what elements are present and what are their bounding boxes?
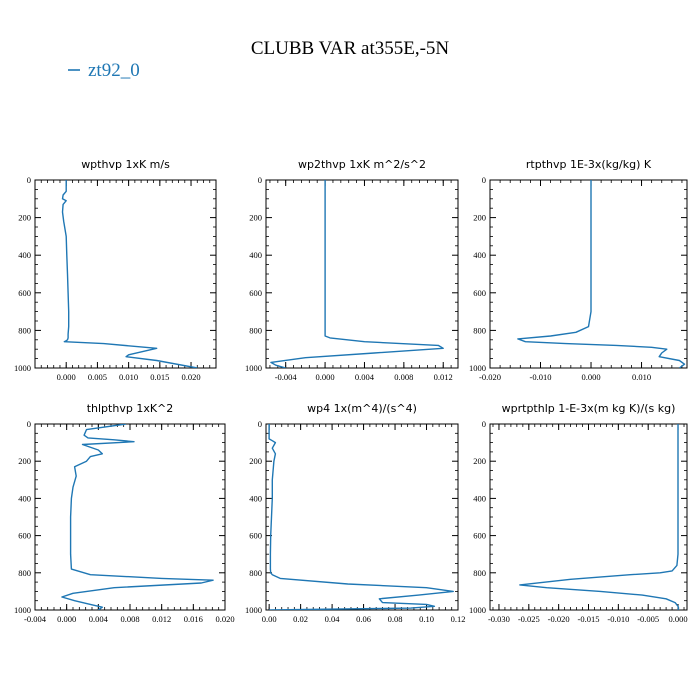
x-tick-label: 0.10 — [419, 614, 434, 624]
y-tick-label: 200 — [473, 213, 486, 223]
x-tick-label: 0.02 — [293, 614, 308, 624]
series-line-zt92-0 — [270, 180, 444, 368]
x-tick-label: 0.008 — [120, 614, 139, 624]
x-tick-label: -0.015 — [578, 614, 600, 624]
y-tick-label: 200 — [249, 456, 262, 466]
x-tick-label: 0.12 — [451, 614, 466, 624]
y-tick-label: 1000 — [469, 363, 486, 373]
x-tick-label: -0.004 — [275, 372, 298, 382]
x-tick-label: 0.000 — [581, 372, 600, 382]
x-tick-label: 0.020 — [215, 614, 234, 624]
y-tick-label: 600 — [249, 531, 262, 541]
x-tick-label: 0.000 — [57, 372, 76, 382]
x-tick-label: 0.005 — [88, 372, 107, 382]
x-tick-label: 0.000 — [57, 614, 76, 624]
y-tick-label: 0 — [258, 419, 262, 429]
y-tick-label: 800 — [18, 325, 31, 335]
subplot-title: wprtpthlp 1-E-3x(m kg K)/(s kg) — [502, 402, 676, 415]
y-tick-label: 1000 — [14, 363, 31, 373]
y-tick-label: 400 — [18, 493, 31, 503]
y-tick-label: 600 — [18, 531, 31, 541]
series-line-zt92-0 — [519, 424, 680, 610]
x-tick-label: -0.025 — [518, 614, 540, 624]
x-tick-label: 0.010 — [632, 372, 651, 382]
x-tick-label: -0.010 — [530, 372, 552, 382]
y-tick-label: 400 — [473, 250, 486, 260]
series-line-zt92-0 — [61, 424, 214, 610]
x-tick-label: 0.020 — [181, 372, 200, 382]
x-tick-label: 0.004 — [89, 614, 109, 624]
series-line-zt92-0 — [517, 180, 686, 368]
y-tick-label: 400 — [249, 250, 262, 260]
x-tick-label: 0.012 — [434, 372, 453, 382]
y-tick-label: 800 — [249, 568, 262, 578]
x-tick-label: -0.020 — [548, 614, 570, 624]
y-tick-label: 600 — [249, 288, 262, 298]
subplot-6: wprtpthlp 1-E-3x(m kg K)/(s kg) 0 200 400 60… — [469, 402, 688, 624]
y-tick-label: 0 — [482, 175, 486, 185]
subplot-title: rtpthvp 1E-3x(kg/kg) K — [526, 158, 652, 171]
y-tick-label: 400 — [249, 493, 262, 503]
x-tick-label: -0.020 — [479, 372, 501, 382]
x-tick-label: 0.000 — [668, 614, 687, 624]
y-tick-label: 400 — [18, 250, 31, 260]
y-tick-label: 200 — [473, 456, 486, 466]
y-tick-label: 600 — [473, 531, 486, 541]
y-tick-label: 200 — [18, 456, 31, 466]
y-tick-label: 0 — [258, 175, 262, 185]
x-tick-label: -0.030 — [488, 614, 510, 624]
y-tick-label: 200 — [18, 213, 31, 223]
y-tick-label: 600 — [18, 288, 31, 298]
subplot-2: wp2thvp 1xK m^2/s^2 0 200 400 600 800 1000 -0.0… — [245, 158, 459, 382]
subplot-1: wpthvp 1xK m/s 0 200 400 600 800 1000 0.000 0.00… — [14, 158, 217, 382]
legend: zt92_0 — [68, 60, 140, 81]
y-tick-label: 600 — [473, 288, 486, 298]
x-tick-label: 0.008 — [394, 372, 413, 382]
x-tick-label: -0.010 — [607, 614, 629, 624]
series-line-zt92-0 — [61, 180, 198, 368]
x-tick-label: 0.06 — [356, 614, 371, 624]
x-tick-label: 0.015 — [150, 372, 169, 382]
y-tick-label: 1000 — [245, 363, 262, 373]
x-tick-label: -0.005 — [637, 614, 659, 624]
x-tick-label: 0.012 — [152, 614, 171, 624]
plot-frame — [265, 179, 459, 369]
x-tick-label: 0.08 — [388, 614, 403, 624]
x-tick-label: -0.004 — [24, 614, 47, 624]
y-tick-label: 800 — [473, 568, 486, 578]
y-tick-label: 400 — [473, 493, 486, 503]
x-tick-label: 0.000 — [316, 372, 335, 382]
y-tick-label: 0 — [482, 419, 486, 429]
y-tick-label: 0 — [27, 419, 31, 429]
figure-title: CLUBB VAR at355E,-5N — [251, 38, 450, 59]
subplot-title: wp2thvp 1xK m^2/s^2 — [298, 158, 426, 171]
plot-frame — [489, 423, 688, 611]
subplot-3: rtpthvp 1E-3x(kg/kg) K02004006008001000-… — [469, 158, 688, 382]
x-tick-label: 0.016 — [184, 614, 203, 624]
series-line-zt92-0 — [268, 424, 454, 610]
y-tick-label: 800 — [18, 568, 31, 578]
x-tick-label: 0.00 — [262, 614, 277, 624]
x-tick-label: 0.010 — [119, 372, 138, 382]
y-tick-label: 0 — [27, 175, 31, 185]
plot-frame — [34, 423, 226, 611]
legend-label: zt92_0 — [88, 60, 140, 81]
subplot-title: thlpthvp 1xK^2 — [87, 402, 174, 415]
y-tick-label: 200 — [249, 213, 262, 223]
subplot-4: thlpthvp 1xK^2 0 200 400 600 800 1000-0.004 0.0… — [14, 402, 235, 624]
y-tick-label: 800 — [249, 325, 262, 335]
x-tick-label: 0.004 — [355, 372, 375, 382]
y-tick-label: 1000 — [14, 605, 31, 615]
y-tick-label: 1000 — [245, 605, 262, 615]
subplot-title: wp4 1x(m^4)/(s^4) — [307, 402, 417, 415]
y-tick-label: 800 — [473, 325, 486, 335]
x-tick-label: 0.04 — [325, 614, 341, 624]
plot-frame — [265, 423, 459, 611]
y-tick-label: 1000 — [469, 605, 486, 615]
subplot-title: wpthvp 1xK m/s — [81, 158, 170, 171]
